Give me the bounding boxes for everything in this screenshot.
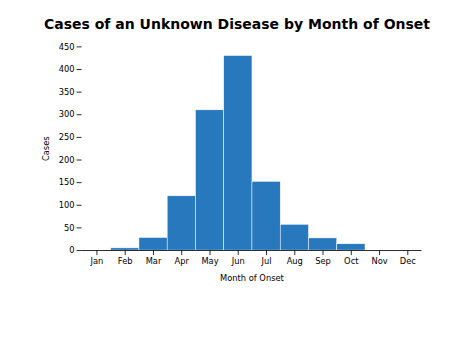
svg-text:300: 300 (59, 109, 75, 119)
svg-text:250: 250 (59, 132, 75, 142)
svg-text:Apr: Apr (175, 256, 190, 266)
svg-text:Jan: Jan (90, 256, 104, 266)
svg-text:Month of Onset: Month of Onset (220, 273, 284, 283)
svg-text:Sep: Sep (315, 256, 331, 266)
svg-text:200: 200 (59, 155, 75, 165)
svg-text:Aug: Aug (287, 256, 303, 266)
svg-text:100: 100 (59, 200, 75, 210)
svg-text:Jun: Jun (231, 256, 245, 266)
svg-text:50: 50 (64, 223, 75, 233)
svg-text:150: 150 (59, 177, 75, 187)
svg-text:Oct: Oct (344, 256, 359, 266)
svg-text:Feb: Feb (118, 256, 133, 266)
svg-text:0: 0 (69, 245, 74, 255)
svg-text:Jul: Jul (260, 256, 271, 266)
svg-text:350: 350 (59, 87, 75, 97)
svg-text:Mar: Mar (146, 256, 162, 266)
svg-text:400: 400 (59, 64, 75, 74)
svg-text:Cases: Cases (41, 136, 51, 161)
svg-text:Dec: Dec (400, 256, 416, 266)
html-text:Cases of an Unknown Disease by: Cases of an Unknown Disease by Month of … (44, 16, 430, 32)
svg-text:Nov: Nov (371, 256, 387, 266)
svg-text:450: 450 (59, 42, 75, 52)
svg-text:May: May (201, 256, 218, 266)
